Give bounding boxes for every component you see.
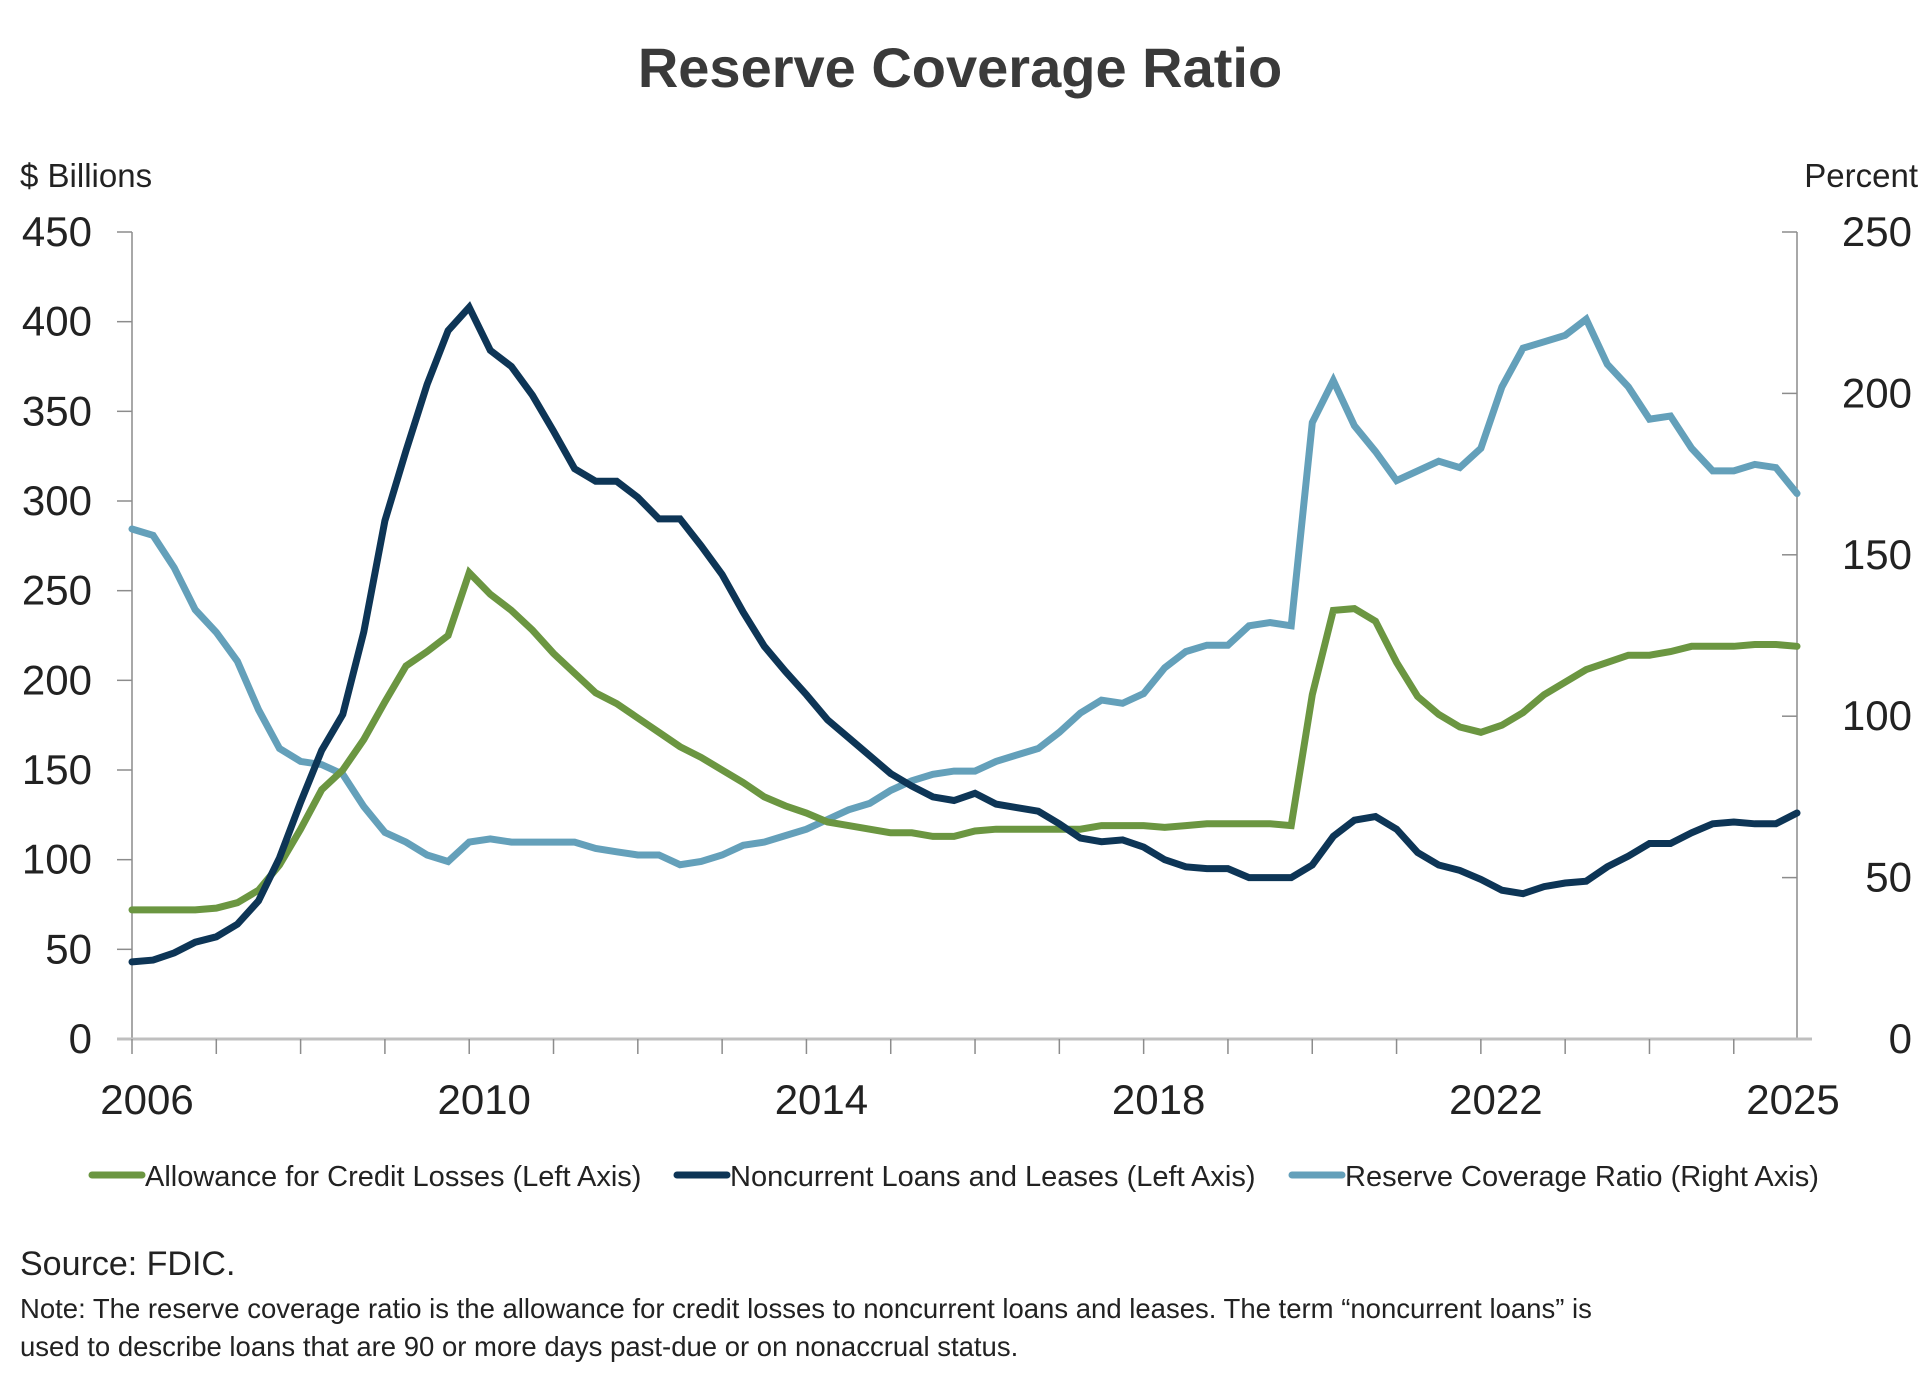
series-line-noncurrent-loans-and-leases — [128, 301, 1801, 966]
left-tick-label: 50 — [45, 925, 92, 972]
series-line-reserve-coverage-ratio — [128, 313, 1801, 869]
legend: Allowance for Credit Losses (Left Axis) N… — [88, 1161, 1819, 1193]
legend-label: Allowance for Credit Losses (Left Axis) — [145, 1161, 641, 1193]
right-tick-label: 0 — [1889, 1015, 1912, 1062]
left-tick-label: 300 — [22, 477, 92, 524]
left-tick-label: 350 — [22, 387, 92, 434]
right-tick-label: 150 — [1842, 531, 1912, 578]
right-axis-title: Percent — [1804, 157, 1918, 194]
series-group — [128, 301, 1801, 966]
x-tick-label: 2018 — [1112, 1076, 1205, 1123]
series-line-allowance-for-credit-losses — [128, 566, 1801, 914]
legend-label: Noncurrent Loans and Leases (Left Axis) — [730, 1161, 1256, 1193]
left-axis-title: $ Billions — [20, 157, 152, 194]
x-axis: 2006 2010 2014 2018 2022 2025 — [100, 1037, 1840, 1123]
source-text: Source: FDIC. — [20, 1245, 236, 1283]
x-tick-label: 2006 — [100, 1076, 193, 1123]
legend-item-reserve-coverage-ratio: Reserve Coverage Ratio (Right Axis) — [1288, 1161, 1819, 1193]
left-tick-label: 0 — [69, 1015, 92, 1062]
x-tick-label: 2010 — [437, 1076, 530, 1123]
right-tick-label: 50 — [1865, 854, 1912, 901]
right-tick-label: 200 — [1842, 369, 1912, 416]
legend-item-noncurrent-loans-and-leases: Noncurrent Loans and Leases (Left Axis) — [673, 1161, 1256, 1193]
x-tick-label: 2025 — [1746, 1076, 1839, 1123]
left-axis: 0 50 100 150 200 250 300 350 400 450 — [22, 208, 133, 1062]
x-tick-label: 2014 — [775, 1076, 868, 1123]
left-tick-label: 100 — [22, 836, 92, 883]
left-tick-label: 450 — [22, 208, 92, 255]
left-tick-label: 250 — [22, 567, 92, 614]
legend-label: Reserve Coverage Ratio (Right Axis) — [1345, 1161, 1819, 1193]
right-tick-label: 250 — [1842, 208, 1912, 255]
legend-item-allowance-for-credit-losses: Allowance for Credit Losses (Left Axis) — [88, 1161, 641, 1193]
left-tick-label: 200 — [22, 656, 92, 703]
left-tick-label: 150 — [22, 746, 92, 793]
left-tick-label: 400 — [22, 298, 92, 345]
chart-title: Reserve Coverage Ratio — [638, 36, 1282, 99]
x-tick-label: 2022 — [1449, 1076, 1542, 1123]
note-text: Note: The reserve coverage ratio is the … — [20, 1293, 1592, 1362]
right-tick-label: 100 — [1842, 692, 1912, 739]
right-axis: 0 50 100 150 200 250 — [1782, 208, 1912, 1062]
